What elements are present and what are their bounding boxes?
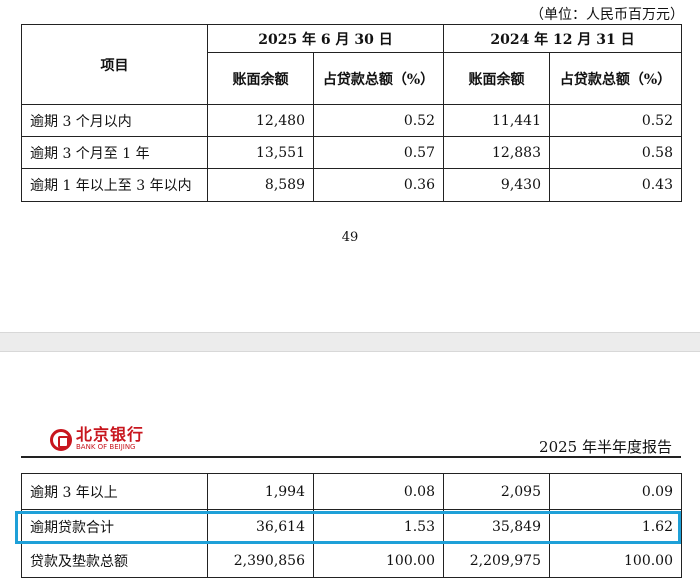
- header-balance-2: 账面余额: [443, 52, 550, 105]
- cell-ratio-1: 0.57: [313, 136, 444, 169]
- header-divider: [21, 456, 681, 458]
- cell-balance-1: 1,994: [207, 473, 314, 510]
- bank-logo-icon: [50, 428, 72, 451]
- bank-name-cn: 北京银行: [76, 425, 145, 444]
- cell-ratio-2: 0.09: [549, 473, 682, 510]
- header-balance-1: 账面余额: [207, 52, 314, 105]
- table-row: 逾期 3 年以上 1,994 0.08 2,095 0.09: [21, 473, 682, 510]
- bank-name-en: BANK OF BEIJING: [76, 443, 136, 451]
- page-separator: [0, 332, 700, 352]
- cell-balance-2: 2,095: [443, 473, 550, 510]
- row-label: 逾期 3 个月至 1 年: [21, 136, 208, 169]
- row-label: 逾期 3 个月以内: [21, 104, 208, 137]
- cell-ratio-1: 1.53: [313, 509, 444, 544]
- cell-balance-1: 8,589: [207, 168, 314, 202]
- overdue-loans-table-continued: 逾期 3 年以上 1,994 0.08 2,095 0.09 逾期贷款合计 36…: [21, 473, 682, 578]
- overdue-loans-table: 项目 2025 年 6 月 30 日 2024 年 12 月 31 日 账面余额…: [21, 24, 682, 202]
- header-item: 项目: [21, 24, 208, 105]
- cell-ratio-1: 100.00: [313, 543, 444, 578]
- cell-balance-1: 2,390,856: [207, 543, 314, 578]
- cell-balance-1: 13,551: [207, 136, 314, 169]
- table-row: 逾期 1 年以上至 3 年以内 8,589 0.36 9,430 0.43: [21, 168, 682, 202]
- header-period-2: 2024 年 12 月 31 日: [443, 24, 682, 53]
- highlight-overdue-total: [15, 511, 681, 544]
- table-row: 逾期贷款合计 36,614 1.53 35,849 1.62: [21, 509, 682, 544]
- table-row: 逾期 3 个月至 1 年 13,551 0.57 12,883 0.58: [21, 136, 682, 169]
- cell-balance-1: 36,614: [207, 509, 314, 544]
- page-number: 49: [341, 230, 359, 245]
- cell-ratio-2: 1.62: [549, 509, 682, 544]
- row-label: 逾期贷款合计: [21, 509, 208, 544]
- cell-ratio-1: 0.36: [313, 168, 444, 202]
- row-label: 逾期 1 年以上至 3 年以内: [21, 168, 208, 202]
- cell-balance-2: 2,209,975: [443, 543, 550, 578]
- header-ratio-1: 占贷款总额（%）: [313, 52, 444, 105]
- table-row: 贷款及垫款总额 2,390,856 100.00 2,209,975 100.0…: [21, 543, 682, 578]
- header-period-1: 2025 年 6 月 30 日: [207, 24, 444, 53]
- cell-ratio-2: 0.43: [549, 168, 682, 202]
- cell-ratio-2: 100.00: [549, 543, 682, 578]
- report-title: 2025 年半年度报告: [539, 438, 672, 456]
- table-row: 逾期 3 个月以内 12,480 0.52 11,441 0.52: [21, 104, 682, 137]
- header-ratio-2: 占贷款总额（%）: [549, 52, 682, 105]
- cell-ratio-1: 0.52: [313, 104, 444, 137]
- page-bottom: 北京银行 BANK OF BEIJING 2025 年半年度报告 逾期 3 年以…: [0, 352, 700, 586]
- cell-ratio-2: 0.58: [549, 136, 682, 169]
- cell-balance-2: 12,883: [443, 136, 550, 169]
- row-label: 贷款及垫款总额: [21, 543, 208, 578]
- cell-balance-2: 11,441: [443, 104, 550, 137]
- unit-note: （单位：人民币百万元）: [530, 7, 684, 23]
- cell-ratio-2: 0.52: [549, 104, 682, 137]
- cell-ratio-1: 0.08: [313, 473, 444, 510]
- cell-balance-2: 35,849: [443, 509, 550, 544]
- cell-balance-1: 12,480: [207, 104, 314, 137]
- page-top: （单位：人民币百万元） 项目 2025 年 6 月 30 日 2024 年 12…: [21, 7, 684, 245]
- row-label: 逾期 3 年以上: [21, 473, 208, 510]
- cell-balance-2: 9,430: [443, 168, 550, 202]
- bank-logo: 北京银行 BANK OF BEIJING: [50, 427, 144, 452]
